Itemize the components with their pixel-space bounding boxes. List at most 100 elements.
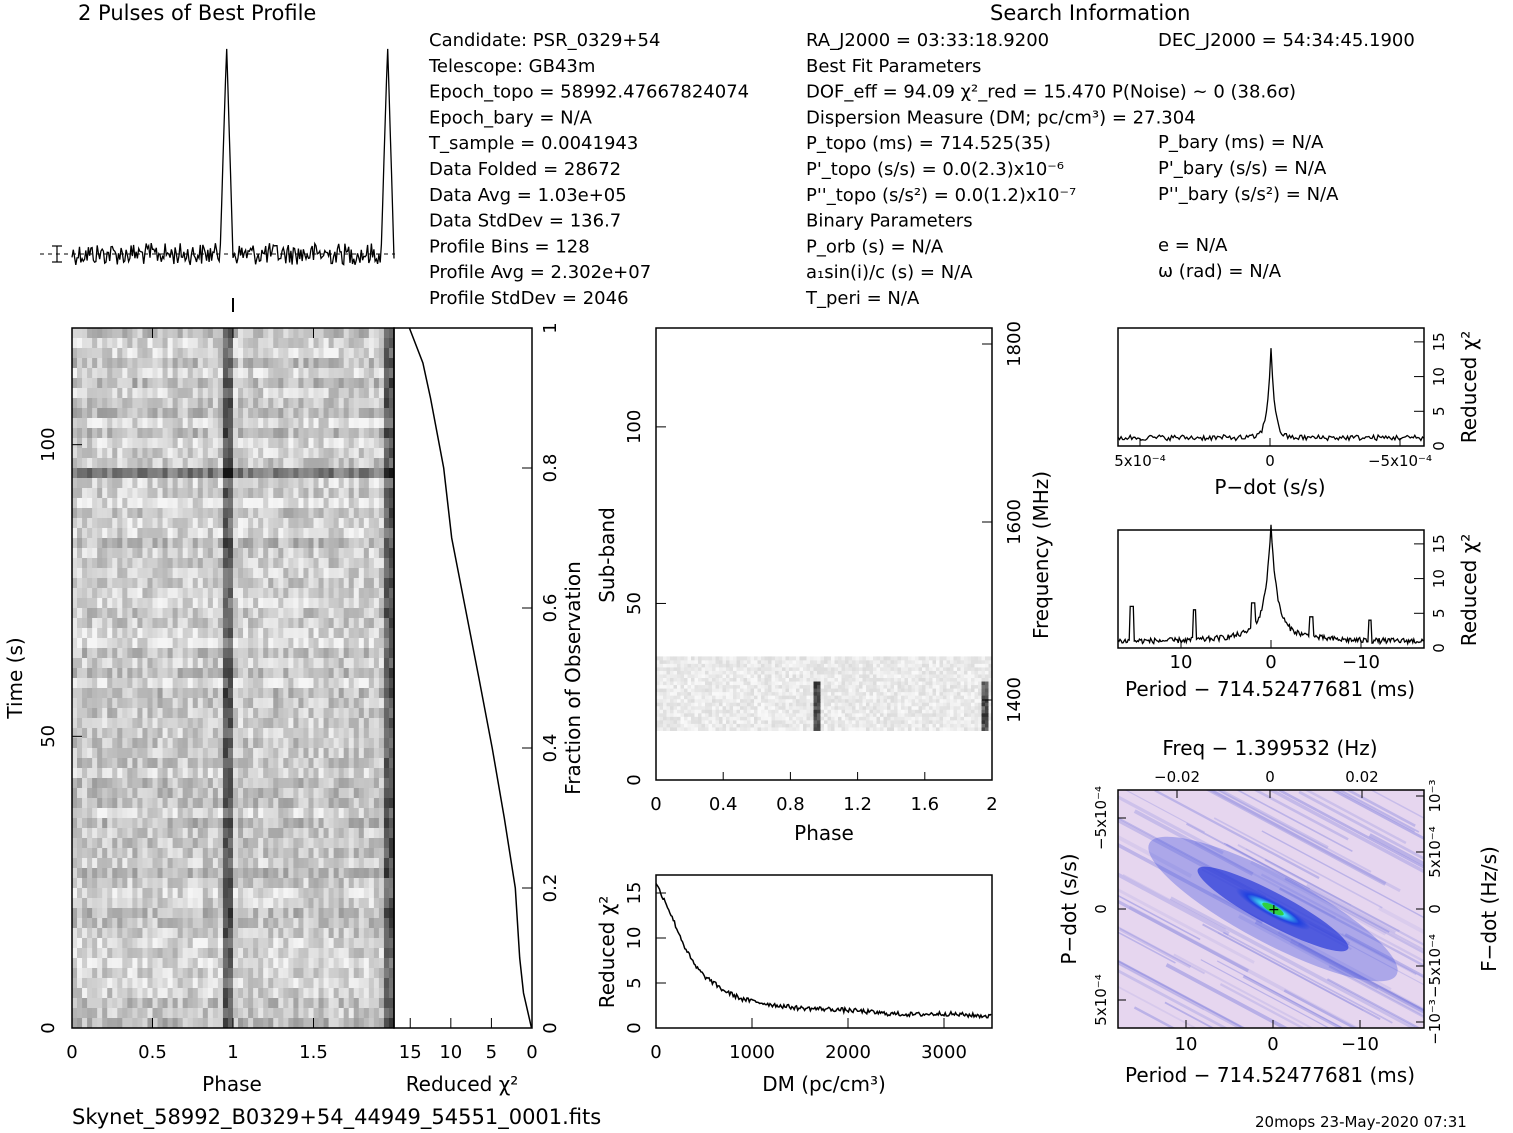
- info-line: Best Fit Parameters: [806, 56, 981, 77]
- pd-ytick: 0: [1430, 441, 1448, 451]
- sb-xtick: 0.4: [709, 794, 738, 815]
- pp-ylabel: Reduced χ²: [1457, 534, 1481, 647]
- ct-ylabel: Fraction of Observation: [561, 561, 585, 795]
- sb-ylabel: Sub-band: [595, 507, 619, 603]
- info-line: Profile StdDev = 2046: [429, 288, 629, 309]
- info-line: a₁sin(i)/c (s) = N/A: [806, 262, 973, 283]
- pp-ytick: 5: [1430, 609, 1448, 619]
- chi2-pdot-line: [1117, 348, 1425, 443]
- pp-xtick: −10: [1342, 652, 1380, 673]
- pd-ytick: 15: [1430, 332, 1448, 351]
- info-line: Candidate: PSR_0329+54: [429, 30, 660, 51]
- error-bar-icon: [52, 245, 62, 263]
- ppd-y2tick: −10⁻³: [1426, 999, 1444, 1045]
- ct-ytick: 0.8: [540, 454, 561, 483]
- pd-xtick: −5x10⁻⁴: [1368, 452, 1432, 470]
- ct-xlabel: Reduced χ²: [406, 1072, 519, 1096]
- info-line: RA_J2000 = 03:33:18.9200: [806, 30, 1049, 51]
- pd-ytick: 5: [1430, 407, 1448, 417]
- ppd-x2tick: 0: [1265, 768, 1275, 786]
- info-line: Data Folded = 28672: [429, 159, 621, 180]
- pulse-profile-plot: [40, 48, 395, 312]
- profile-line: [71, 48, 395, 266]
- sb-xlabel: Phase: [794, 821, 854, 845]
- ppd-xtick: −10: [1341, 1034, 1379, 1055]
- info-line: Epoch_topo = 58992.47667824074: [429, 82, 749, 103]
- dm-ytick: 0: [624, 1022, 645, 1033]
- ct-ytick: 0.4: [540, 734, 561, 763]
- ppd-ytick: 0: [1092, 904, 1110, 914]
- sb-y2label: Frequency (MHz): [1029, 471, 1053, 639]
- ct-xtick: 0: [526, 1042, 537, 1063]
- dm-ytick: 5: [624, 977, 645, 988]
- ppd-y2tick: 10⁻³: [1426, 779, 1444, 812]
- pp-ytick: 0: [1430, 643, 1448, 653]
- sb-xtick: 2: [986, 794, 997, 815]
- ppd-xlabel: Period − 714.52477681 (ms): [1125, 1063, 1415, 1087]
- dm-ytick: 10: [624, 927, 645, 950]
- ppd-ylabel: P−dot (s/s): [1057, 853, 1081, 964]
- ppd-title: Freq − 1.399532 (Hz): [1162, 736, 1377, 760]
- ppd-ytick: −5x10⁻⁴: [1092, 786, 1110, 850]
- sb-ytick: 100: [624, 410, 645, 444]
- info-line: Profile Avg = 2.302e+07: [429, 262, 651, 283]
- tp-xtick: 1.5: [299, 1042, 328, 1063]
- pd-xlabel: P−dot (s/s): [1214, 475, 1325, 499]
- ppd-xtick: 0: [1267, 1034, 1278, 1055]
- info-line: P'_bary (s/s) = N/A: [1158, 158, 1327, 179]
- info-column-3: DEC_J2000 = 54:34:45.1900 P_bary (ms) = N…: [1158, 30, 1415, 282]
- tp-ytick: 50: [38, 725, 59, 748]
- dm-xlabel: DM (pc/cm³): [762, 1072, 886, 1096]
- dm-ytick: 15: [624, 882, 645, 905]
- ppd-x2tick: 0.02: [1345, 768, 1378, 786]
- ct-xtick: 15: [399, 1042, 422, 1063]
- info-line: P'_topo (s/s) = 0.0(2.3)x10⁻⁶: [806, 159, 1064, 180]
- info-column-1: Candidate: PSR_0329+54 Telescope: GB43m Ep…: [428, 30, 749, 309]
- ct-ytick: 0.2: [540, 874, 561, 903]
- dm-xtick: 3000: [921, 1042, 967, 1063]
- ppd-y2label: F−dot (Hz/s): [1477, 846, 1501, 972]
- info-line: P''_bary (s/s²) = N/A: [1158, 184, 1339, 205]
- tp-xtick: 0: [66, 1042, 77, 1063]
- info-line: Data StdDev = 136.7: [429, 211, 621, 232]
- profile-title: 2 Pulses of Best Profile: [78, 1, 316, 25]
- pd-ylabel: Reduced χ²: [1457, 331, 1481, 444]
- info-line: Telescope: GB43m: [428, 56, 595, 77]
- tp-xtick: 0.5: [138, 1042, 167, 1063]
- ct-xtick: 5: [486, 1042, 497, 1063]
- info-line: P_orb (s) = N/A: [806, 236, 944, 257]
- tp-ytick: 100: [38, 427, 59, 461]
- info-line: P_topo (ms) = 714.525(35): [806, 133, 1051, 154]
- chi2-dm-line: [655, 883, 992, 1020]
- info-line: e = N/A: [1158, 235, 1228, 256]
- subband-phase-heatmap: 0 0.4 0.8 1.2 1.6 2 0 50 100 1400 1600 1800 Phase S…: [595, 321, 1053, 845]
- pp-xlabel: Period − 714.52477681 (ms): [1125, 677, 1415, 701]
- pd-xtick: 5x10⁻⁴: [1114, 452, 1165, 470]
- ppd-xtick: 10: [1175, 1034, 1198, 1055]
- ppd-x2tick: −0.02: [1154, 768, 1200, 786]
- dm-xtick: 1000: [729, 1042, 775, 1063]
- sb-xtick: 1.2: [843, 794, 872, 815]
- ct-ytick: 1: [540, 322, 561, 333]
- dm-xtick: 2000: [825, 1042, 871, 1063]
- sb-y2tick: 1400: [1004, 677, 1025, 723]
- pd-xtick: 0: [1265, 452, 1275, 470]
- sb-ytick: 50: [624, 592, 645, 615]
- info-line: Profile Bins = 128: [429, 236, 590, 257]
- sb-xtick: 1.6: [910, 794, 939, 815]
- ppd-y2tick: −5x10⁻⁴: [1426, 934, 1444, 998]
- ct-xtick: 10: [439, 1042, 462, 1063]
- chi2-vs-time-plot: 15 10 5 00 0.2 0.4 0.6 0.8 1 Reduced χ² Fraction…: [393, 322, 585, 1096]
- best-fit-marker-icon: +: [1268, 902, 1280, 918]
- dm-ylabel: Reduced χ²: [595, 896, 619, 1009]
- tp-ylabel: Time (s): [3, 637, 27, 719]
- sb-ytick: 0: [624, 774, 645, 785]
- pp-ytick: 10: [1430, 569, 1448, 588]
- info-line: DOF_eff = 94.09 χ²_red = 15.470 P(Noise)…: [806, 82, 1296, 103]
- ppd-y2tick: 0: [1426, 904, 1444, 914]
- info-line: Binary Parameters: [806, 211, 973, 232]
- info-column-2: RA_J2000 = 03:33:18.9200 Best Fit Paramet…: [805, 30, 1296, 309]
